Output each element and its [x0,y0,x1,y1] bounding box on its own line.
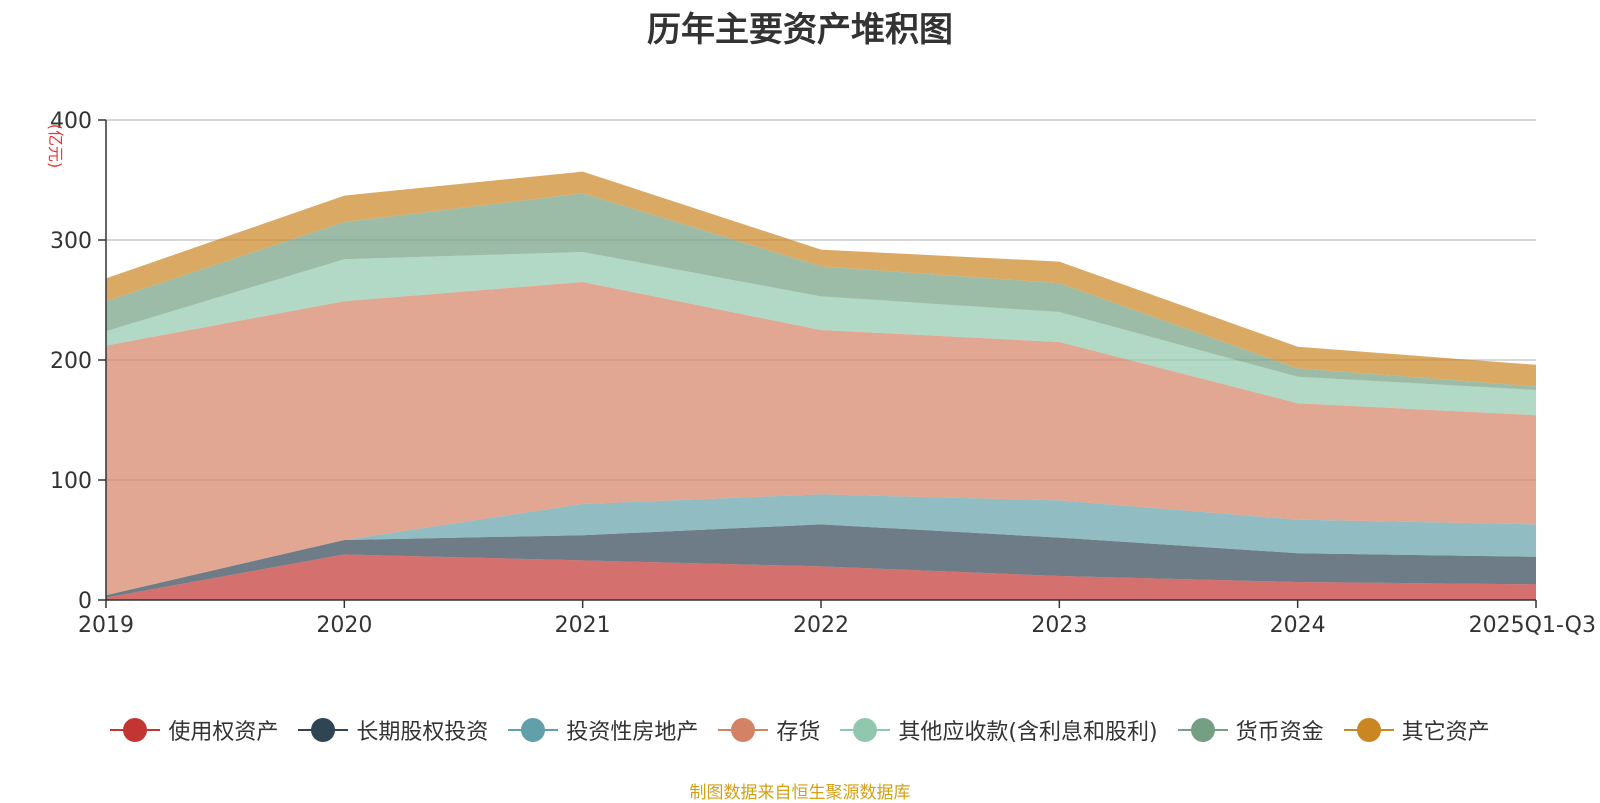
area-series-3 [106,282,1536,596]
legend-marker [298,718,349,742]
legend-marker [840,718,891,742]
area-series-4 [106,252,1536,416]
y-unit-label: (亿元) [46,124,65,169]
legend-label: 投资性房地产 [566,720,699,745]
legend-marker [1177,718,1228,742]
legend-item[interactable]: 使用权资产 [110,714,278,746]
legend-label: 长期股权投资 [356,720,489,745]
y-tick-label: 300 [50,229,92,254]
x-tick-label: 2022 [793,613,849,638]
legend-item[interactable]: 其它资产 [1343,714,1490,746]
chart-canvas: 0 100 200 300 400 2019 2020 2021 2022 2023 2024 202… [46,109,1596,638]
x-tick-label: 2020 [316,613,372,638]
legend-item[interactable]: 长期股权投资 [298,714,488,746]
y-tick-label: 100 [50,469,92,494]
area-series-5 [106,193,1536,390]
legend-marker [508,718,559,742]
legend-label: 货币资金 [1235,720,1324,745]
axes: 0 100 200 300 400 2019 2020 2021 2022 2023 2024 202… [46,109,1596,638]
legend-item[interactable]: 货币资金 [1177,714,1324,746]
legend-item[interactable]: 存货 [718,714,820,746]
legend-label: 其他应收款(含利息和股利) [898,720,1158,745]
y-tick-label: 200 [50,349,92,374]
area-series-6 [106,171,1536,387]
x-tick-label: 2019 [78,613,134,638]
y-tick-label: 400 [50,109,92,134]
area-series [106,171,1536,600]
legend: 使用权资产 长期股权投资 投资性房地产 存货 其他应收款(含利息和股利) 货币资金 其它资产 [0,714,1600,746]
legend-label: 存货 [776,720,821,745]
x-tick-label: 2023 [1031,613,1087,638]
legend-label: 使用权资产 [168,720,279,745]
legend-marker [718,718,769,742]
legend-marker [110,718,161,742]
legend-label: 其它资产 [1401,720,1490,745]
y-tick-label: 0 [78,589,92,614]
area-series-0 [106,554,1536,600]
x-tick-label: 2025Q1-Q3 [1469,613,1596,638]
x-tick-label: 2021 [555,613,611,638]
legend-item[interactable]: 其他应收款(含利息和股利) [840,714,1158,746]
source-footnote: 制图数据来自恒生聚源数据库 [689,783,911,803]
area-series-1 [106,524,1536,598]
chart-title: 历年主要资产堆积图 [647,10,953,50]
legend-item[interactable]: 投资性房地产 [508,714,698,746]
x-tick-label: 2024 [1270,613,1326,638]
legend-marker [1343,718,1394,742]
area-series-2 [106,494,1536,596]
